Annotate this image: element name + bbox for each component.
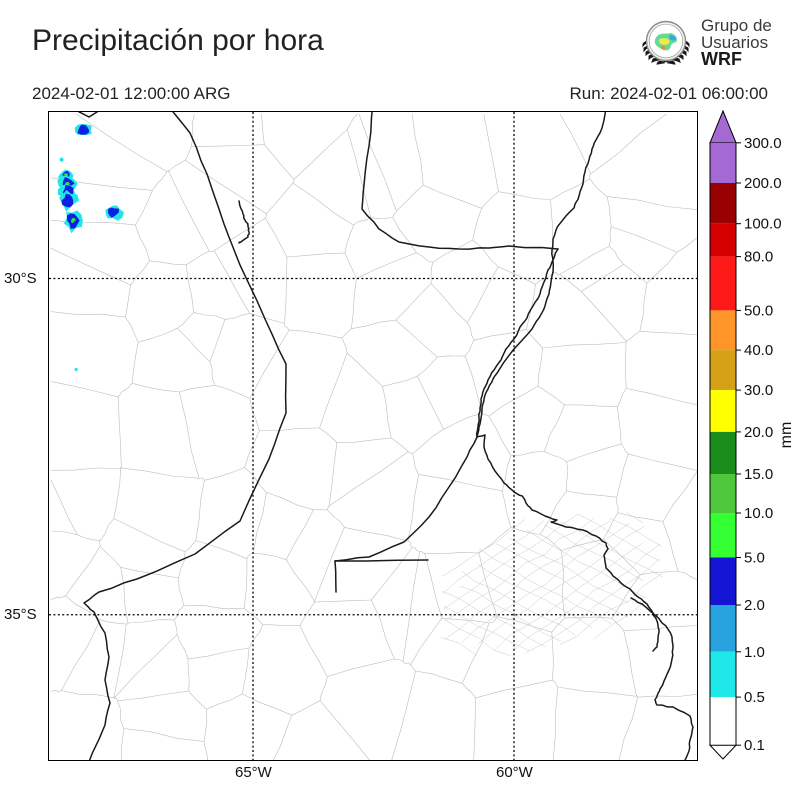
- svg-text:30.0: 30.0: [744, 382, 773, 399]
- svg-text:mm: mm: [778, 422, 795, 449]
- svg-text:40.0: 40.0: [744, 342, 773, 359]
- svg-text:15.0: 15.0: [744, 466, 773, 483]
- svg-text:0.1: 0.1: [744, 737, 765, 754]
- svg-text:5.0: 5.0: [744, 550, 765, 567]
- svg-text:300.0: 300.0: [744, 135, 782, 152]
- svg-text:20.0: 20.0: [744, 424, 773, 441]
- svg-text:10.0: 10.0: [744, 505, 773, 522]
- svg-text:200.0: 200.0: [744, 175, 782, 192]
- svg-text:50.0: 50.0: [744, 302, 773, 319]
- svg-text:1.0: 1.0: [744, 644, 765, 661]
- svg-text:80.0: 80.0: [744, 249, 773, 266]
- svg-text:100.0: 100.0: [744, 216, 782, 233]
- svg-text:2.0: 2.0: [744, 597, 765, 614]
- svg-text:0.5: 0.5: [744, 689, 765, 706]
